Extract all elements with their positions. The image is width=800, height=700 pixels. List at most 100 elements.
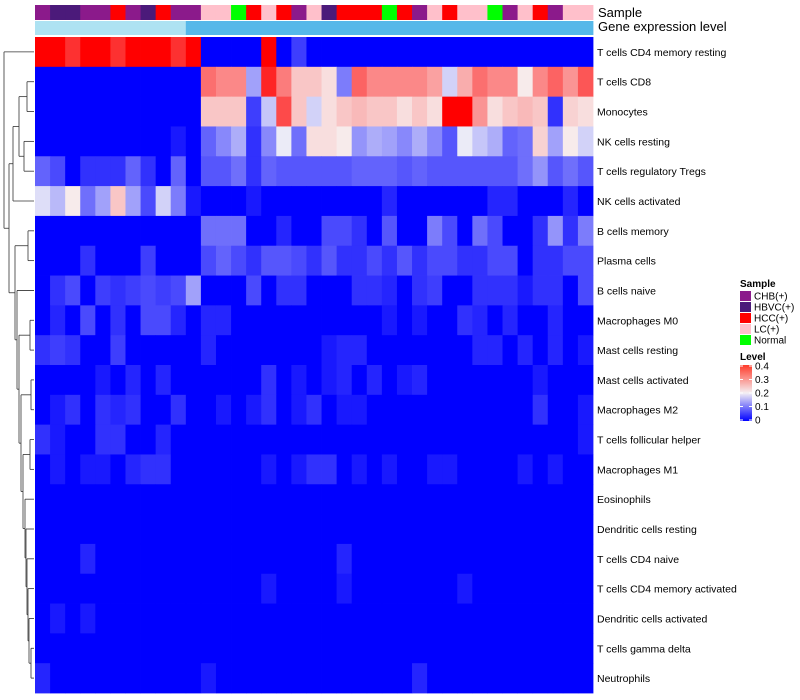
heatmap-cell	[65, 573, 81, 604]
sample-cell	[200, 5, 217, 20]
heatmap-cell	[396, 484, 413, 515]
heatmap-cell	[215, 573, 232, 604]
heatmap-cell	[577, 156, 594, 187]
legend-label: HBVC(+)	[754, 303, 794, 314]
row-label: T cells regulatory Tregs	[597, 166, 706, 178]
heatmap-cell	[261, 37, 277, 68]
heatmap-cell	[517, 633, 534, 664]
heatmap-cell	[155, 156, 172, 187]
heatmap-cell	[487, 156, 503, 187]
heatmap-cell	[366, 514, 383, 545]
legend-label: CHB(+)	[754, 292, 788, 303]
heatmap-cell	[261, 126, 277, 157]
heatmap-cell	[110, 603, 126, 634]
heatmap-cell	[306, 335, 322, 366]
heatmap-cell	[472, 215, 488, 247]
expression-cell	[185, 21, 202, 35]
heatmap-cell	[442, 66, 458, 98]
heatmap-cell	[381, 365, 398, 396]
heatmap-cell	[381, 245, 398, 276]
heatmap-cell	[306, 215, 322, 247]
heatmap-cell	[547, 186, 564, 217]
heatmap-cell	[231, 514, 247, 545]
sample-cell	[366, 5, 383, 20]
heatmap-cell	[306, 66, 322, 98]
heatmap-cell	[95, 305, 111, 336]
heatmap-cell	[95, 96, 111, 127]
heatmap-cell	[321, 484, 338, 515]
heatmap-cell	[95, 275, 111, 306]
heatmap-cell	[306, 543, 322, 575]
heatmap-cell	[155, 394, 172, 426]
heatmap-cell	[50, 394, 66, 426]
heatmap-cell	[35, 96, 51, 127]
heatmap-cell	[351, 573, 368, 604]
heatmap-cell	[215, 96, 232, 127]
heatmap-cell	[321, 275, 338, 306]
heatmap-cell	[140, 37, 157, 68]
heatmap-cell	[231, 215, 247, 247]
heatmap-cell	[366, 66, 383, 98]
heatmap-cell	[185, 454, 202, 485]
expression-cell	[321, 21, 338, 35]
legend-tick-label: 0.2	[755, 389, 769, 400]
heatmap-cell	[517, 245, 534, 276]
heatmap-cell	[472, 514, 488, 545]
heatmap-cell	[50, 245, 66, 276]
heatmap-cell	[155, 305, 172, 336]
heatmap-cell	[381, 335, 398, 366]
heatmap-cell	[502, 543, 518, 575]
heatmap-cell	[306, 633, 322, 664]
heatmap-cell	[381, 633, 398, 664]
heatmap-cell	[427, 454, 443, 485]
row-label: B cells memory	[597, 226, 670, 238]
heatmap-cell	[412, 603, 428, 634]
heatmap-cell	[532, 484, 549, 515]
expression-cell	[155, 21, 172, 35]
heatmap-cell	[321, 126, 338, 157]
heatmap-cell	[110, 37, 126, 68]
heatmap-cell	[396, 603, 413, 634]
heatmap-cell	[412, 66, 428, 98]
heatmap-cell	[110, 663, 126, 694]
heatmap-cell	[502, 186, 518, 217]
heatmap-cell	[532, 126, 549, 157]
sample-cell	[215, 5, 232, 20]
heatmap-cell	[231, 156, 247, 187]
sample-cell	[110, 5, 126, 20]
heatmap-cell	[336, 37, 353, 68]
heatmap-cell	[351, 633, 368, 664]
heatmap-cell	[276, 394, 292, 426]
heatmap-cell	[276, 365, 292, 396]
heatmap-cell	[577, 573, 594, 604]
heatmap-cell	[577, 335, 594, 366]
heatmap-cell	[502, 603, 518, 634]
heatmap-cell	[396, 96, 413, 127]
heatmap-cell	[472, 245, 488, 276]
heatmap-cell	[547, 66, 564, 98]
heatmap-cell	[170, 454, 187, 485]
heatmap-cell	[140, 633, 157, 664]
heatmap-cell	[231, 663, 247, 694]
heatmap-cell	[80, 335, 96, 366]
heatmap-cell	[170, 603, 187, 634]
heatmap-cell	[35, 66, 51, 98]
heatmap-cell	[442, 603, 458, 634]
heatmap-cell	[517, 573, 534, 604]
heatmap-cell	[396, 454, 413, 485]
heatmap-cell	[487, 126, 503, 157]
heatmap-cell	[215, 454, 232, 485]
expression-cell	[261, 21, 277, 35]
heatmap-cell	[532, 66, 549, 98]
heatmap-cell	[50, 275, 66, 306]
heatmap-cell	[276, 37, 292, 68]
row-label: NK cells resting	[597, 136, 670, 148]
heatmap-cell	[125, 424, 141, 455]
heatmap-cell	[381, 573, 398, 604]
heatmap-cell	[246, 424, 262, 455]
row-label: Neutrophils	[597, 673, 650, 685]
heatmap-cell	[110, 215, 126, 247]
heatmap-cell	[35, 543, 51, 575]
heatmap-cell	[562, 603, 579, 634]
heatmap-cell	[381, 603, 398, 634]
